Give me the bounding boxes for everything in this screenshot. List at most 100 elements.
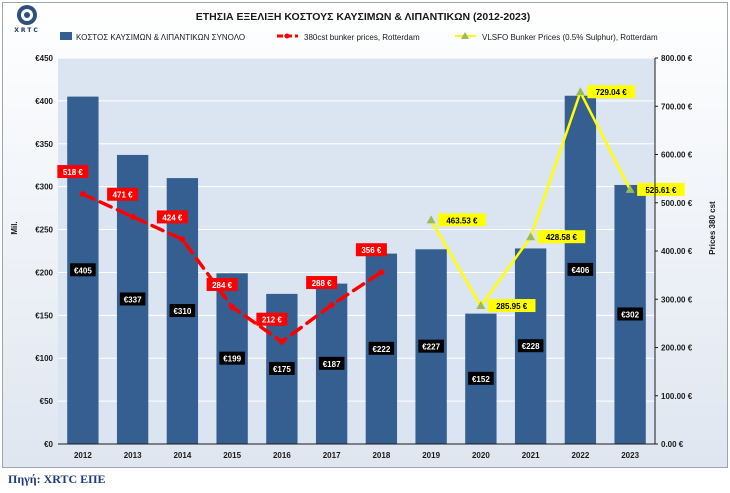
bar-label-box <box>219 351 245 365</box>
label-box-380cst <box>156 210 188 224</box>
point-vlsfo <box>625 184 635 193</box>
point-vlsfo <box>526 232 536 241</box>
y2-tick-label: 600.00 € <box>661 151 693 160</box>
data-label-380cst: 288 € <box>312 279 333 288</box>
x-tick-label: 2012 <box>74 451 92 460</box>
legend-marker-380cst <box>284 33 290 39</box>
bar-label-box <box>617 307 643 321</box>
data-label-380cst: 356 € <box>361 246 382 255</box>
point-380cst <box>278 338 285 345</box>
y-tick-label: €400 <box>35 97 53 106</box>
x-tick-label: 2016 <box>273 451 291 460</box>
logo-emblem-icon <box>17 5 37 25</box>
data-label-380cst: 212 € <box>262 316 283 325</box>
y2-axis-label: Prices 380 cst <box>708 201 717 255</box>
y-axis-label: Mil. <box>10 221 19 234</box>
label-box-380cst <box>107 187 139 201</box>
point-vlsfo <box>426 215 436 224</box>
point-380cst <box>129 213 136 220</box>
logo-text: XRTC <box>14 27 40 34</box>
point-380cst <box>378 269 385 276</box>
x-tick-label: 2019 <box>422 451 440 460</box>
bar-value-label: €199 <box>223 355 241 364</box>
label-box-380cst <box>206 277 238 291</box>
y2-tick-label: 400.00 € <box>661 247 693 256</box>
y-tick-label: €50 <box>40 397 54 406</box>
bar-value-label: €337 <box>124 295 142 304</box>
data-label-vlsfo: 428.58 € <box>546 233 578 242</box>
bar-value-label: €310 <box>173 307 191 316</box>
y-tick-label: €350 <box>35 140 53 149</box>
data-label-vlsfo: 463.53 € <box>446 216 478 225</box>
bar-label-box <box>517 339 544 353</box>
bar-value-label: €152 <box>472 375 490 384</box>
bar-label-box <box>169 304 196 318</box>
bar-value-label: €302 <box>621 310 639 319</box>
point-380cst <box>179 236 186 243</box>
point-380cst <box>328 302 335 309</box>
label-box-vlsfo <box>487 299 536 313</box>
bar-value-label: €187 <box>323 360 341 369</box>
bar-value-label: €227 <box>422 343 440 352</box>
y-tick-label: €100 <box>35 354 53 363</box>
x-tick-label: 2021 <box>522 451 540 460</box>
label-box-380cst <box>355 243 387 257</box>
data-label-380cst: 284 € <box>212 281 233 290</box>
label-box-380cst <box>256 312 288 326</box>
bar-label-box <box>119 292 146 306</box>
y2-tick-label: 700.00 € <box>661 102 693 111</box>
y-tick-label: €0 <box>44 440 53 449</box>
data-label-380cst: 424 € <box>162 213 183 222</box>
bar-value-label: €228 <box>522 342 540 351</box>
bar-label-box <box>567 262 594 276</box>
label-box-vlsfo <box>637 182 685 196</box>
data-label-vlsfo: 729.04 € <box>596 88 628 97</box>
y2-tick-label: 200.00 € <box>661 344 693 353</box>
bar-label-box <box>368 341 395 355</box>
point-vlsfo <box>476 301 486 310</box>
label-box-vlsfo <box>587 85 635 99</box>
y2-tick-label: 0.00 € <box>661 440 684 449</box>
line-series <box>79 87 635 345</box>
legend: ΚΟΣΤΟΣ ΚΑΥΣΙΜΩΝ & ΛΙΠΑΝΤΙΚΩΝ ΣΥΝΟΛΟ 380c… <box>60 32 658 42</box>
bar-value-label: €222 <box>372 345 390 354</box>
x-tick-label: 2013 <box>124 451 142 460</box>
legend-marker-vlsfo <box>461 32 469 39</box>
y2-tick-label: 300.00 € <box>661 295 693 304</box>
point-vlsfo <box>575 87 585 96</box>
legend-label-bar: ΚΟΣΤΟΣ ΚΑΥΣΙΜΩΝ & ΛΙΠΑΝΤΙΚΩΝ ΣΥΝΟΛΟ <box>76 33 245 42</box>
legend-label-vlsfo: VLSFO Bunker Prices (0.5% Sulphur), Rott… <box>482 33 658 42</box>
bar-value-label: €405 <box>74 266 92 275</box>
y2-tick-label: 800.00 € <box>661 54 693 63</box>
legend-label-380cst: 380cst bunker prices, Rotterdam <box>304 33 420 42</box>
y2-tick-label: 500.00 € <box>661 199 693 208</box>
chart-canvas: €405 €337 €310 €199 €175 €187 €222 €227 €152 €228… <box>10 11 717 460</box>
x-tick-label: 2015 <box>223 451 241 460</box>
label-box-vlsfo <box>438 213 486 227</box>
label-box-vlsfo <box>537 230 586 244</box>
bar-label-box <box>318 356 345 370</box>
label-box-380cst <box>57 165 89 179</box>
y2-tick-label: 100.00 € <box>661 392 693 401</box>
x-tick-label: 2017 <box>323 451 341 460</box>
data-labels: €405 €337 €310 €199 €175 €187 €222 €227 €152 €228… <box>57 85 685 385</box>
data-label-vlsfo: 285.95 € <box>496 302 528 311</box>
y-tick-label: €150 <box>35 311 53 320</box>
x-tick-label: 2022 <box>571 451 589 460</box>
chart-title: ΕΤΗΣΙΑ ΕΞΕΛΙΞΗ ΚΟΣΤΟΥΣ ΚΑΥΣΙΜΩΝ & ΛΙΠΑΝΤ… <box>196 11 530 23</box>
x-tick-label: 2018 <box>372 451 390 460</box>
y-tick-label: €250 <box>35 226 53 235</box>
company-logo: XRTC <box>6 4 48 38</box>
source-note: Πηγή: XRTC ΕΠΕ <box>8 472 106 486</box>
y-tick-label: €450 <box>35 54 53 63</box>
bar-value-label: €175 <box>273 365 291 374</box>
data-label-380cst: 518 € <box>63 168 84 177</box>
point-380cst <box>79 191 86 198</box>
x-tick-label: 2020 <box>472 451 490 460</box>
point-380cst <box>229 303 236 310</box>
y-tick-label: €300 <box>35 183 53 192</box>
bar-label-box <box>70 263 96 277</box>
x-tick-label: 2014 <box>173 451 191 460</box>
bar-label-box <box>468 371 494 385</box>
data-label-380cst: 471 € <box>113 191 134 200</box>
